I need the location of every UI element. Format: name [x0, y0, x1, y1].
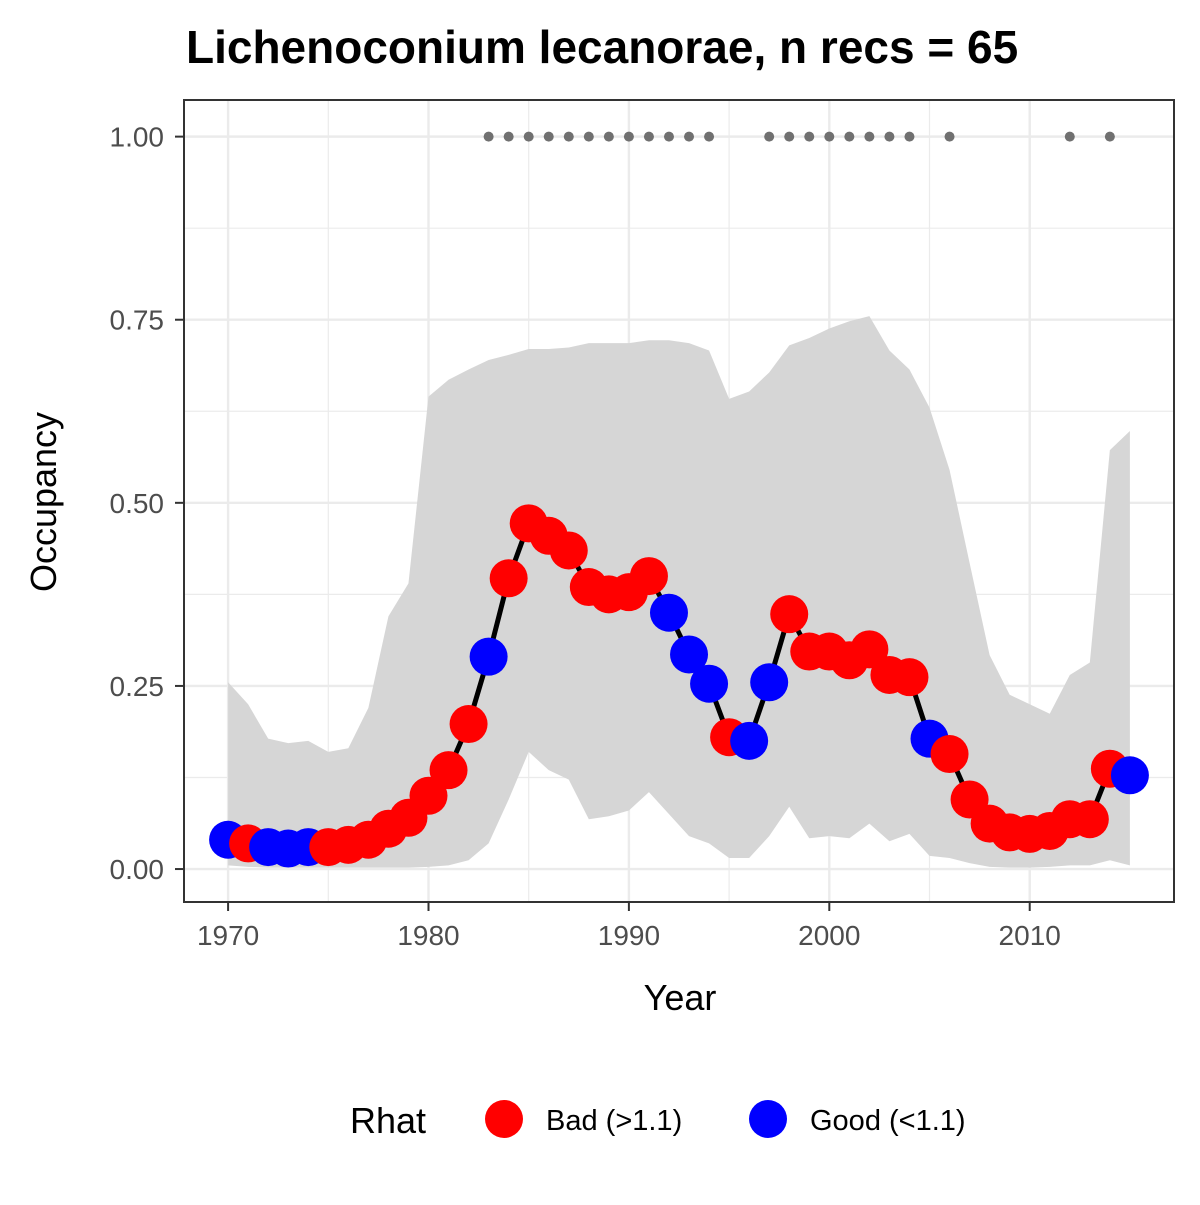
legend-title: Rhat	[350, 1100, 426, 1141]
record-dot	[804, 131, 815, 142]
record-dot	[784, 131, 795, 142]
x-axis-title: Year	[644, 977, 717, 1018]
record-dot	[904, 131, 915, 142]
y-axis-ticks: 0.00 0.25 0.50 0.75 1.00	[110, 122, 184, 885]
record-dot	[663, 131, 674, 142]
data-point-bad	[850, 630, 889, 669]
data-point-bad	[549, 531, 588, 570]
legend-key-bad	[485, 1100, 523, 1138]
y-tick-label: 0.00	[110, 854, 165, 885]
record-dot	[844, 131, 855, 142]
record-dot	[543, 131, 554, 142]
y-tick-label: 0.25	[110, 671, 165, 702]
data-point-bad	[629, 557, 668, 596]
record-dot	[623, 131, 634, 142]
data-point-bad	[429, 751, 468, 790]
x-tick-label: 1970	[197, 920, 259, 951]
record-dot	[764, 131, 775, 142]
record-dot	[864, 131, 875, 142]
record-dot	[523, 131, 534, 142]
data-point-good	[649, 593, 688, 632]
record-dot	[603, 131, 614, 142]
data-point-good	[1110, 756, 1149, 795]
y-tick-label: 0.75	[110, 305, 165, 336]
x-axis-ticks: 1970 1980 1990 2000 2010	[197, 902, 1061, 951]
y-tick-label: 0.50	[110, 488, 165, 519]
data-point-bad	[409, 776, 448, 815]
data-points-layer	[209, 504, 1149, 868]
legend-label-good: Good (<1.1)	[810, 1105, 966, 1137]
chart-title: Lichenoconium lecanorae, n recs = 65	[186, 21, 1018, 73]
data-point-bad	[449, 705, 488, 744]
x-tick-label: 1990	[598, 920, 660, 951]
record-dot	[643, 131, 654, 142]
legend: Rhat Bad (>1.1) Good (<1.1)	[350, 1100, 966, 1141]
data-point-good	[690, 664, 729, 703]
data-point-bad	[930, 735, 969, 774]
x-tick-label: 1980	[397, 920, 459, 951]
data-point-good	[469, 637, 508, 676]
data-point-bad	[890, 658, 929, 697]
record-dot	[483, 131, 494, 142]
y-tick-label: 1.00	[110, 122, 165, 153]
record-dot	[503, 131, 514, 142]
record-dot	[704, 131, 715, 142]
data-point-good	[670, 635, 709, 674]
record-dot	[563, 131, 574, 142]
panel-border	[183, 99, 1175, 903]
data-point-bad	[770, 595, 809, 634]
legend-key-good	[749, 1100, 787, 1138]
record-dot	[1064, 131, 1075, 142]
legend-label-bad: Bad (>1.1)	[546, 1105, 682, 1137]
record-dots-layer	[483, 131, 1115, 142]
record-dot	[1104, 131, 1115, 142]
x-tick-label: 2000	[798, 920, 860, 951]
data-point-bad	[1070, 800, 1109, 839]
record-dot	[684, 131, 695, 142]
record-dot	[583, 131, 594, 142]
data-point-good	[750, 663, 789, 702]
record-dot	[824, 131, 835, 142]
x-tick-label: 2010	[999, 920, 1061, 951]
y-axis-title: Occupancy	[23, 412, 64, 592]
record-dot	[944, 131, 955, 142]
data-point-bad	[489, 559, 528, 598]
record-dot	[884, 131, 895, 142]
data-point-good	[730, 721, 769, 760]
